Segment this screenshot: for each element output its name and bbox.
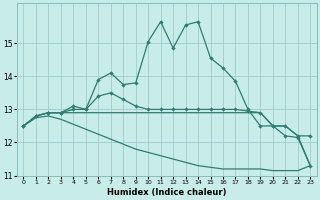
- X-axis label: Humidex (Indice chaleur): Humidex (Indice chaleur): [107, 188, 227, 197]
